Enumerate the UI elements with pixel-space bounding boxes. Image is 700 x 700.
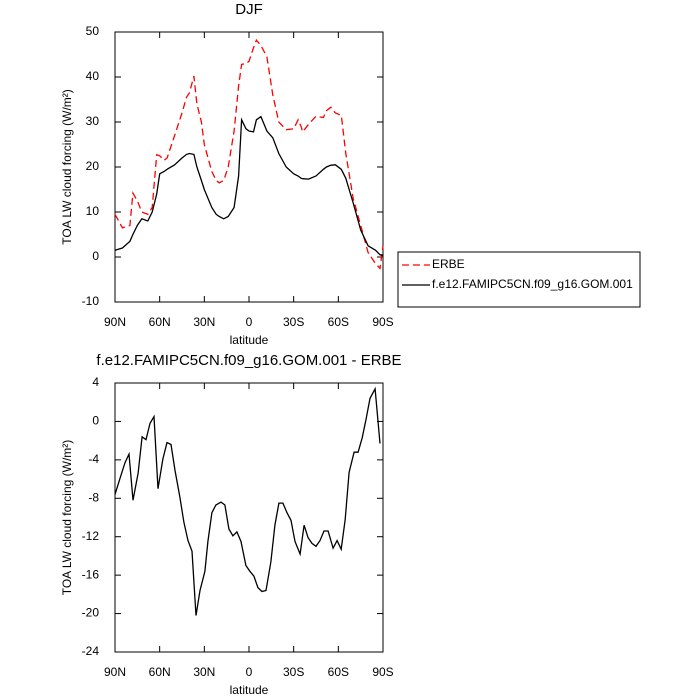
y-tick-label: 10 [86, 204, 100, 218]
x-tick-label: 30S [283, 665, 304, 679]
plot-frame [114, 31, 384, 303]
x-tick-label: 90N [104, 315, 126, 329]
series-line [114, 115, 384, 257]
x-tick-label: 0 [246, 665, 253, 679]
y-tick-label: 20 [86, 159, 100, 173]
y-tick-label: 40 [86, 69, 100, 83]
difference-line [114, 386, 381, 616]
y-tick-label: 50 [86, 24, 100, 38]
legend-label: f.e12.FAMIPC5CN.f09_g16.GOM.001 [432, 277, 633, 291]
x-tick-label: 90S [372, 315, 393, 329]
y-tick-label: -4 [88, 452, 99, 466]
y-tick-label: -24 [82, 644, 100, 658]
x-tick-label: 60S [328, 665, 349, 679]
y-tick-label: -8 [88, 490, 99, 504]
x-axis-title: latitude [230, 683, 269, 697]
plot-frame [114, 382, 384, 653]
x-tick-label: 90N [104, 665, 126, 679]
x-axis-title: latitude [230, 333, 269, 347]
x-tick-label: 30N [193, 315, 215, 329]
legend-box [397, 251, 641, 308]
x-tick-label: 60S [328, 315, 349, 329]
chart-title: f.e12.FAMIPC5CN.f09_g16.GOM.001 - ERBE [96, 352, 401, 369]
y-tick-label: -10 [82, 294, 100, 308]
series-line [114, 38, 384, 270]
y-axis-title: TOA LW cloud forcing (W/m²) [60, 89, 74, 245]
y-tick-label: 0 [92, 414, 99, 428]
x-tick-label: 60N [149, 315, 171, 329]
y-tick-label: 0 [92, 249, 99, 263]
x-tick-label: 30N [193, 665, 215, 679]
y-tick-label: -12 [82, 529, 100, 543]
y-tick-label: -20 [82, 606, 100, 620]
y-tick-label: 4 [92, 375, 99, 389]
x-tick-label: 30S [283, 315, 304, 329]
legend-label: ERBE [432, 257, 465, 271]
y-tick-label: -16 [82, 567, 100, 581]
x-tick-label: 90S [372, 665, 393, 679]
x-tick-label: 0 [246, 315, 253, 329]
y-tick-label: 30 [86, 114, 100, 128]
chart-title: DJF [235, 1, 263, 18]
x-tick-label: 60N [149, 665, 171, 679]
y-axis-title: TOA LW cloud forcing (W/m²) [60, 440, 74, 596]
